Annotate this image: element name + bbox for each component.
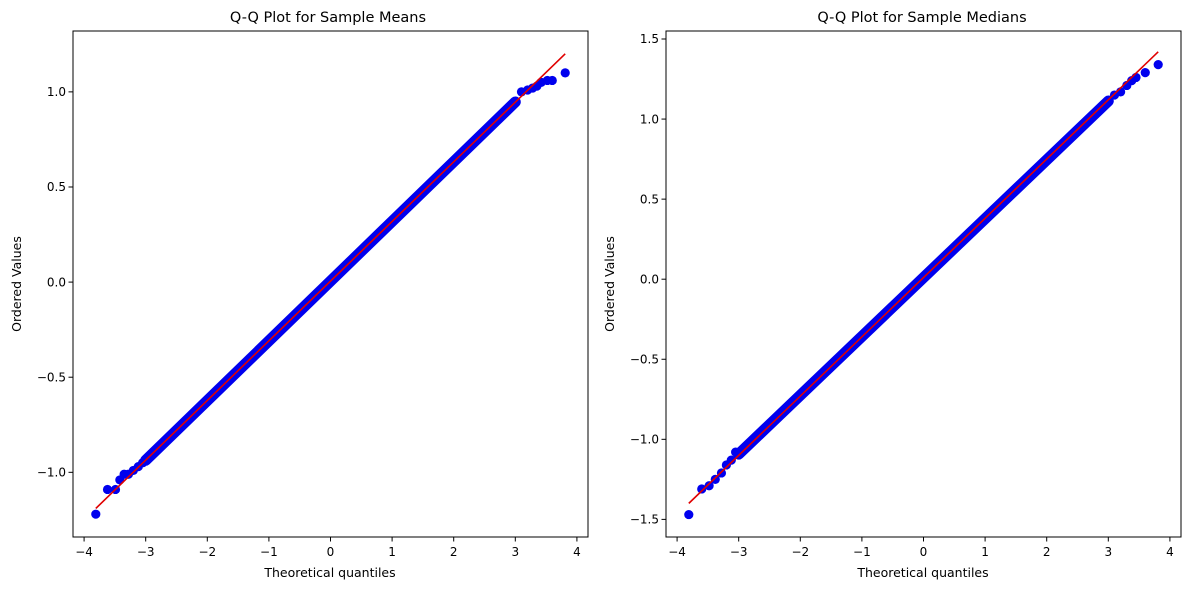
plot-marks (684, 51, 1163, 520)
y-tick-label: 1.5 (640, 32, 659, 46)
plot-marks (91, 53, 570, 519)
x-tick-label: −1 (853, 545, 871, 559)
data-point (547, 75, 557, 86)
data-point (710, 474, 720, 484)
x-tick-label: 2 (1043, 545, 1051, 559)
x-tick-label: 3 (1104, 545, 1112, 559)
x-axis-label: Theoretical quantiles (263, 565, 395, 580)
qq-plot-sample-medians: Q-Q Plot for Sample Medians −4 −3 −2 −1 0 1 2 3… (602, 10, 1182, 580)
y-axis-ticks: −1.0 −0.5 0.0 0.5 1.0 (37, 85, 73, 480)
data-point (102, 484, 113, 495)
y-tick-label: 1.0 (640, 112, 659, 126)
data-point (697, 484, 707, 494)
chart-title: Q-Q Plot for Sample Medians (817, 10, 1026, 26)
x-axis-ticks: −4 −3 −2 −1 0 1 2 3 4 (75, 537, 581, 559)
data-point (560, 68, 570, 78)
x-tick-label: −3 (137, 545, 155, 559)
y-tick-label: −1.5 (630, 513, 659, 527)
data-point (731, 447, 741, 457)
x-tick-label: 1 (388, 545, 396, 559)
y-tick-label: 0.0 (47, 275, 66, 289)
x-tick-label: −4 (668, 545, 686, 559)
y-tick-label: −1.0 (630, 433, 659, 447)
data-point (726, 455, 736, 465)
fit-line (95, 53, 566, 510)
x-tick-label: −1 (260, 545, 278, 559)
x-tick-label: 0 (327, 545, 335, 559)
y-tick-label: −0.5 (630, 352, 659, 366)
chart-title: Q-Q Plot for Sample Means (230, 10, 426, 26)
x-tick-label: 4 (573, 545, 581, 559)
x-tick-label: 4 (1166, 545, 1174, 559)
x-tick-label: 3 (511, 545, 519, 559)
x-tick-label: −2 (791, 545, 809, 559)
x-tick-label: −4 (75, 545, 93, 559)
data-point (1140, 68, 1150, 78)
y-tick-label: 0.5 (640, 192, 659, 206)
x-tick-label: 1 (981, 545, 989, 559)
data-point (684, 509, 694, 520)
y-tick-label: −0.5 (37, 370, 66, 384)
x-axis-ticks: −4 −3 −2 −1 0 1 2 3 4 (668, 537, 1174, 559)
qq-plot-sample-means: Q-Q Plot for Sample Means −4 −3 −2 −1 0 1 2 3 4 … (9, 10, 589, 580)
y-axis-label: Ordered Values (9, 236, 24, 332)
data-point (1153, 60, 1163, 70)
x-tick-label: 0 (920, 545, 928, 559)
fit-line (688, 51, 1159, 504)
data-point (91, 509, 101, 519)
data-point (704, 481, 714, 491)
x-tick-label: −3 (730, 545, 748, 559)
x-axis-label: Theoretical quantiles (856, 565, 988, 580)
x-tick-label: −2 (198, 545, 216, 559)
y-axis-ticks: −1.5 −1.0 −0.5 0.0 0.5 1.0 1.5 (630, 32, 666, 527)
y-tick-label: 1.0 (47, 85, 66, 99)
y-tick-label: −1.0 (37, 466, 66, 480)
x-tick-label: 2 (450, 545, 458, 559)
y-axis-label: Ordered Values (602, 236, 617, 332)
y-tick-label: 0.5 (47, 180, 66, 194)
y-tick-label: 0.0 (640, 272, 659, 286)
